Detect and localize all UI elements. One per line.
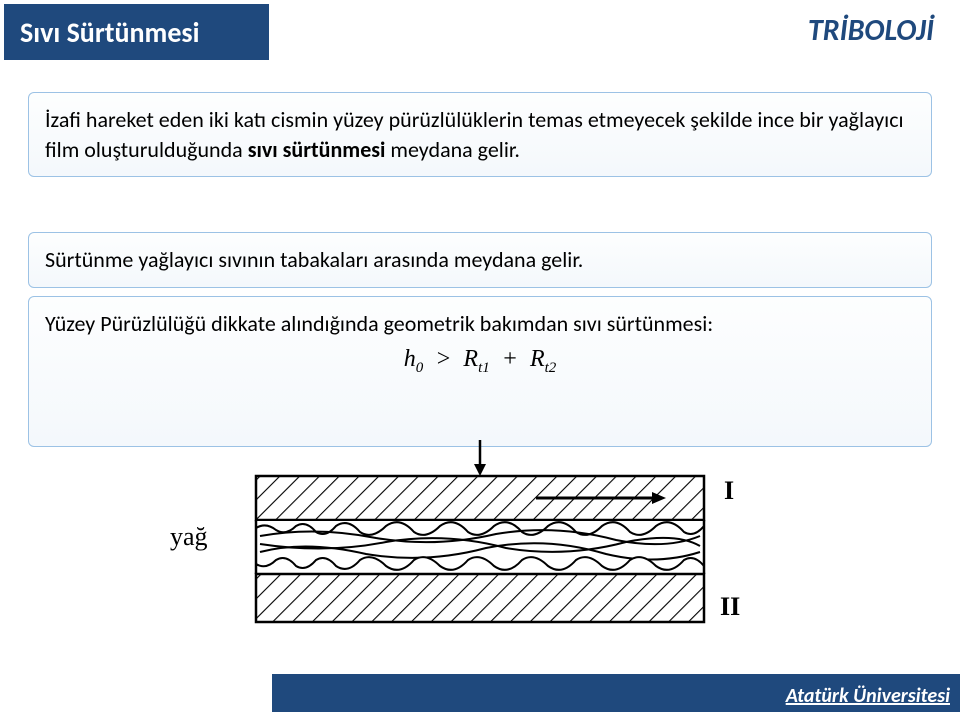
label-II: II xyxy=(720,592,740,622)
f-R1-sub: t1 xyxy=(478,359,490,375)
f-R1: R xyxy=(463,346,478,372)
para1-post: meydana gelir. xyxy=(385,136,519,163)
formula: h0 > Rt1 + Rt2 xyxy=(45,343,915,378)
top-right-label: TRİBOLOJİ xyxy=(808,12,934,49)
label-yag: yağ xyxy=(170,522,208,552)
para2-text: Sürtünme yağlayıcı sıvının tabakaları ar… xyxy=(45,246,583,273)
friction-diagram xyxy=(236,440,724,644)
f-h-sub: 0 xyxy=(416,359,424,375)
header-title: Sıvı Sürtünmesi xyxy=(20,15,199,50)
label-I: I xyxy=(724,476,734,506)
f-R2-sub: t2 xyxy=(545,359,557,375)
para1-bold: sıvı sürtünmesi xyxy=(248,136,386,163)
paragraph-box-3: Yüzey Pürüzlülüğü dikkate alındığında ge… xyxy=(28,296,932,447)
paragraph-box-1: İzafi hareket eden iki katı cismin yüzey… xyxy=(28,92,932,177)
f-plus: + xyxy=(502,346,518,372)
footer-text: Atatürk Üniversitesi xyxy=(786,684,950,708)
footer-bar: Atatürk Üniversitesi xyxy=(272,674,960,712)
para3-text: Yüzey Pürüzlülüğü dikkate alındığında ge… xyxy=(45,310,713,337)
paragraph-box-2: Sürtünme yağlayıcı sıvının tabakaları ar… xyxy=(28,232,932,288)
f-gt: > xyxy=(435,346,451,372)
f-h: h xyxy=(404,346,416,372)
header-bar: Sıvı Sürtünmesi xyxy=(4,4,269,60)
f-R2: R xyxy=(530,346,545,372)
